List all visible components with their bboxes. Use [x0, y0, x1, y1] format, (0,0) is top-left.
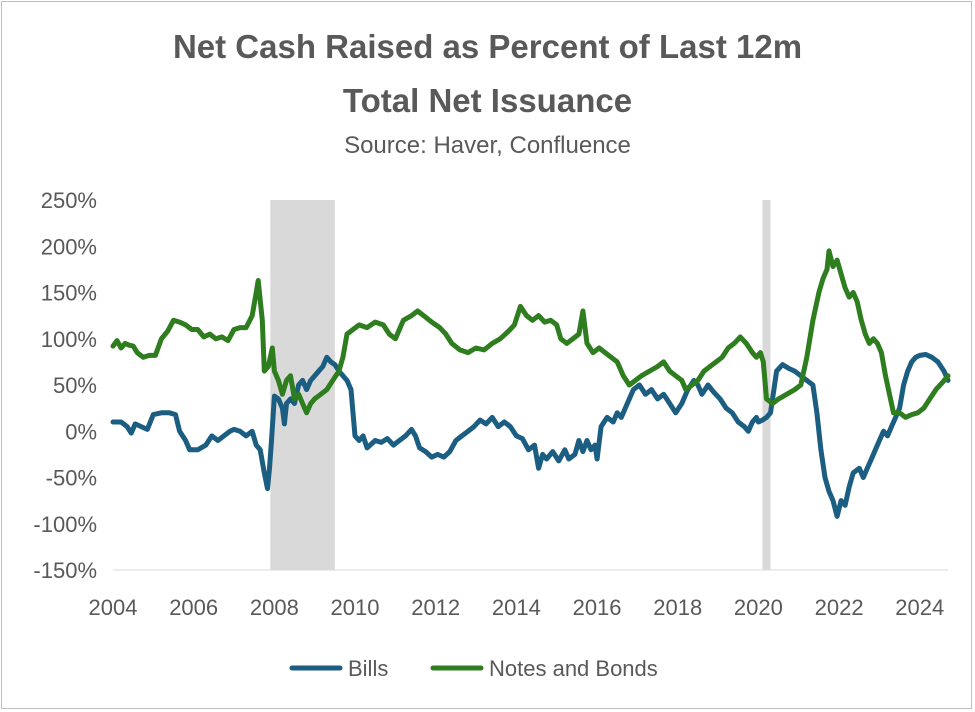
x-tick-label: 2004	[89, 595, 138, 620]
x-tick-label: 2024	[895, 595, 944, 620]
legend: Bills Notes and Bonds	[289, 656, 658, 681]
legend-label-notes-and-bonds: Notes and Bonds	[489, 656, 658, 681]
x-axis-ticks: 2004 2006 2008 2010 2012 2014 2016 2018 2020 2022…	[89, 595, 945, 620]
y-tick-label: 50%	[53, 373, 97, 398]
x-tick-label: 2018	[653, 595, 702, 620]
series-line-bills	[110, 352, 951, 519]
y-tick-label: 100%	[41, 327, 97, 352]
x-tick-label: 2006	[169, 595, 218, 620]
series-line-notes-and-bonds	[110, 248, 951, 420]
legend-label-bills: Bills	[348, 656, 388, 681]
x-tick-label: 2014	[492, 595, 541, 620]
chart-title: Net Cash Raised as Percent of Last 12m	[172, 28, 803, 65]
x-tick-label: 2010	[331, 595, 380, 620]
y-tick-label: 0%	[65, 419, 97, 444]
y-axis-ticks: 250% 200% 150% 100% 50% 0% -50% -100% -150%	[33, 188, 97, 583]
x-tick-label: 2020	[734, 595, 783, 620]
y-tick-label: -150%	[33, 558, 97, 583]
x-tick-label: 2022	[815, 595, 864, 620]
y-tick-label: 250%	[41, 188, 97, 213]
x-tick-label: 2016	[573, 595, 622, 620]
y-tick-label: -100%	[33, 512, 97, 537]
y-tick-label: 200%	[41, 234, 97, 259]
series-lines	[110, 248, 951, 519]
chart-subtitle: Source: Haver, Confluence	[344, 132, 631, 159]
y-tick-label: 150%	[41, 281, 97, 306]
x-tick-label: 2008	[250, 595, 299, 620]
x-tick-label: 2012	[411, 595, 460, 620]
y-tick-label: -50%	[46, 466, 97, 491]
chart-title-line2: Total Net Issuance	[342, 82, 633, 119]
